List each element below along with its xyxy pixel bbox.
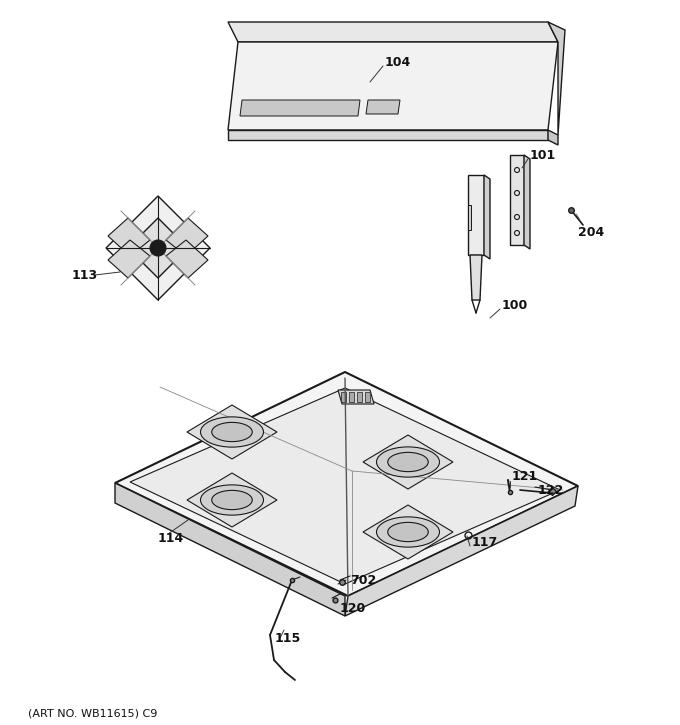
Polygon shape [115,372,578,596]
Polygon shape [484,175,490,259]
Polygon shape [341,392,346,402]
Text: 113: 113 [72,268,98,281]
Ellipse shape [211,490,252,510]
Ellipse shape [201,417,264,447]
Polygon shape [108,240,150,278]
Polygon shape [357,392,362,402]
Polygon shape [130,388,560,584]
Polygon shape [349,392,354,402]
Polygon shape [338,390,374,404]
Ellipse shape [201,485,264,515]
Polygon shape [228,130,548,140]
Text: 702: 702 [350,573,376,587]
Polygon shape [187,473,277,527]
Polygon shape [187,405,277,459]
Polygon shape [363,435,453,489]
Ellipse shape [388,452,428,472]
Text: (ART NO. WB11615) C9: (ART NO. WB11615) C9 [28,708,157,718]
Polygon shape [366,100,400,114]
Polygon shape [115,483,345,616]
Text: 100: 100 [502,299,528,312]
Ellipse shape [377,447,439,477]
Polygon shape [128,218,188,278]
Polygon shape [468,205,471,230]
Polygon shape [108,218,150,256]
Text: 117: 117 [472,536,498,549]
Polygon shape [228,22,558,42]
Polygon shape [470,255,482,300]
Text: 101: 101 [530,149,556,162]
Text: 122: 122 [538,484,564,497]
Ellipse shape [377,517,439,547]
Polygon shape [548,130,558,145]
Polygon shape [524,155,530,249]
Polygon shape [548,22,565,135]
Polygon shape [240,100,360,116]
Text: 114: 114 [158,531,184,544]
Polygon shape [363,505,453,559]
Polygon shape [166,240,208,278]
Ellipse shape [211,423,252,442]
Text: 120: 120 [340,602,367,615]
Polygon shape [228,42,558,130]
Text: 121: 121 [512,471,539,484]
Polygon shape [106,196,210,300]
Polygon shape [365,392,370,402]
Polygon shape [510,155,524,245]
Polygon shape [345,486,578,616]
Text: 104: 104 [385,56,411,68]
Text: 204: 204 [578,225,605,239]
Circle shape [150,240,166,256]
Polygon shape [468,175,484,255]
Ellipse shape [388,523,428,542]
Text: 115: 115 [275,631,301,645]
Polygon shape [166,218,208,256]
